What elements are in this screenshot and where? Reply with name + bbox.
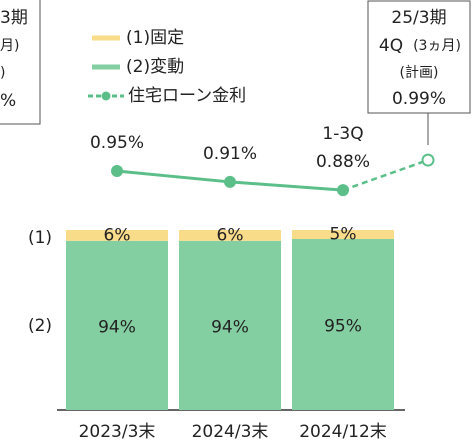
line-label: 0.88% [316, 152, 370, 172]
bar-segment [66, 230, 168, 241]
line-marker [224, 175, 236, 188]
x-tick-label: 2023/3末 [79, 422, 156, 442]
line-label: 0.91% [203, 144, 257, 164]
legend-label: (2)変動 [126, 57, 184, 77]
bar-segment [66, 240, 168, 410]
legend-marker [101, 91, 111, 101]
line-marker [111, 165, 123, 177]
left-box-text: 月) [0, 38, 19, 54]
data-label: 95% [324, 317, 362, 337]
left-box-text: ) [0, 65, 5, 81]
data-label: 94% [211, 317, 249, 337]
bar-segment [292, 239, 394, 410]
forecast-marker [421, 153, 435, 167]
data-label: 6% [104, 225, 131, 245]
data-label: 94% [98, 317, 136, 337]
legend-label: (1)固定 [126, 28, 184, 48]
forecast-text: (3ヵ月) [413, 38, 461, 54]
forecast-text: 25/3期 [391, 8, 446, 28]
legend-label: 住宅ローン金利 [128, 86, 246, 106]
bar-segment [179, 230, 281, 241]
bar-segment [292, 230, 394, 239]
data-label: 6% [217, 225, 244, 245]
x-tick-label: 2024/3末 [192, 422, 269, 442]
y-label: (2) [28, 316, 52, 336]
forecast-box [367, 0, 471, 114]
data-label: 5% [330, 225, 357, 245]
line-marker [337, 184, 349, 197]
left-box-text: 3期 [0, 8, 28, 28]
line-note: 1-3Q [322, 124, 363, 144]
left-box [0, 0, 41, 125]
x-tick-label: 2024/12末 [299, 422, 387, 442]
forecast-value: 0.99% [392, 89, 446, 109]
y-label: (1) [28, 228, 52, 248]
line-label: 0.95% [90, 133, 144, 153]
left-box-text: % [0, 91, 16, 111]
forecast-text: (計画) [400, 65, 439, 81]
forecast-line [342, 158, 429, 192]
forecast-text: 4Q [379, 36, 403, 56]
bar-segment [179, 240, 281, 410]
